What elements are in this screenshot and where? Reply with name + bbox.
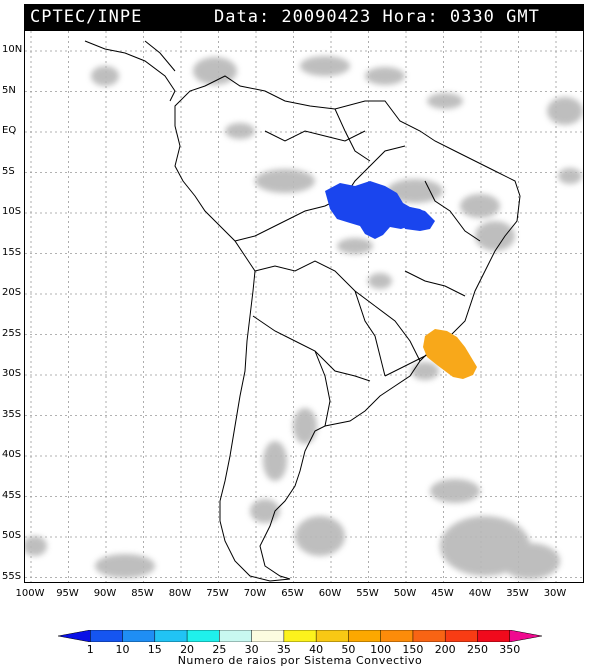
colorbar-swatch xyxy=(154,630,188,642)
map-frame xyxy=(24,30,584,583)
colorbar-caption: Numero de raios por Sistema Convectivo xyxy=(177,654,423,667)
colorbar-tick-label: 40 xyxy=(309,643,324,656)
longitude-label: 55W xyxy=(356,588,379,599)
latitude-label: 10S xyxy=(2,206,22,217)
colorbar-swatch xyxy=(477,630,511,642)
longitude-label: 100W xyxy=(15,588,45,599)
colorbar-swatch xyxy=(58,630,91,642)
amazon-blue-system xyxy=(325,181,435,239)
latitude-label: EQ xyxy=(2,125,17,136)
latitude-label: 45S xyxy=(2,489,22,501)
longitude-label: 30W xyxy=(543,588,567,599)
south-orange-system xyxy=(423,329,477,379)
colorbar-tick-label: 250 xyxy=(466,643,488,656)
colorbar-tick-label: 100 xyxy=(370,643,392,656)
colorbar-swatch xyxy=(444,630,479,642)
latitude-label: 30S xyxy=(2,368,22,379)
longitude-label: 80W xyxy=(168,588,192,599)
colorbar-swatch xyxy=(186,630,221,642)
source-label: CPTEC/INPE xyxy=(30,7,143,27)
colorbar-swatch xyxy=(348,630,382,642)
colorbar-tick-label: 200 xyxy=(434,643,456,656)
colorbar-swatch xyxy=(283,630,317,642)
longitude-label: 70W xyxy=(243,588,267,599)
latitude-label: 20S xyxy=(2,287,22,298)
colorbar-swatch xyxy=(412,630,446,642)
colorbar-tick-label: 35 xyxy=(276,643,291,656)
latitude-label: 25S xyxy=(2,327,22,339)
colorbar-tick-label: 15 xyxy=(147,643,162,656)
longitude-label: 75W xyxy=(206,588,229,599)
latitude-label: 50S xyxy=(2,530,22,541)
longitude-label: 40W xyxy=(468,588,492,599)
longitude-label: 95W xyxy=(56,588,79,599)
longitude-label: 65W xyxy=(281,588,304,599)
colorbar-tick-label: 350 xyxy=(499,643,521,656)
colorbar-swatch xyxy=(251,630,285,642)
colorbar-swatch xyxy=(122,630,156,642)
latitude-label: 40S xyxy=(2,449,22,460)
colorbar-swatch xyxy=(219,630,253,642)
latitude-label: 35S xyxy=(2,408,22,420)
map-canvas xyxy=(25,31,583,582)
latitude-label: 15S xyxy=(2,246,22,258)
cloud-cover xyxy=(25,56,583,579)
colorbar-tick-label: 25 xyxy=(212,643,227,656)
graticule xyxy=(25,31,583,582)
longitude-label: 50W xyxy=(393,588,417,599)
latitude-label: 5S xyxy=(2,165,15,177)
colorbar-swatch xyxy=(90,630,124,642)
colorbar-tick-label: 30 xyxy=(244,643,259,656)
colorbar-swatch xyxy=(509,630,542,642)
latitude-label: 5N xyxy=(2,84,16,96)
colorbar-tick-label: 150 xyxy=(402,643,424,656)
map-header: CPTEC/INPE Data: 20090423 Hora: 0330 GMT xyxy=(24,4,584,30)
colorbar-tick-label: 50 xyxy=(341,643,356,656)
longitude-label: 85W xyxy=(131,588,154,599)
latitude-label: 55S xyxy=(2,570,22,582)
colorbar-swatch xyxy=(380,630,414,642)
colorbar-tick-label: 10 xyxy=(115,643,130,656)
longitude-label: 60W xyxy=(318,588,342,599)
longitude-label: 35W xyxy=(506,588,529,599)
longitude-label: 90W xyxy=(93,588,117,599)
latitude-label: 10N xyxy=(2,44,23,55)
colorbar-swatch xyxy=(315,630,350,642)
colorbar-tick-label: 1 xyxy=(86,643,94,656)
colorbar-tick-label: 20 xyxy=(180,643,195,656)
datetime-label: Data: 20090423 Hora: 0330 GMT xyxy=(214,7,540,27)
longitude-label: 45W xyxy=(431,588,454,599)
colorbar xyxy=(58,630,542,642)
